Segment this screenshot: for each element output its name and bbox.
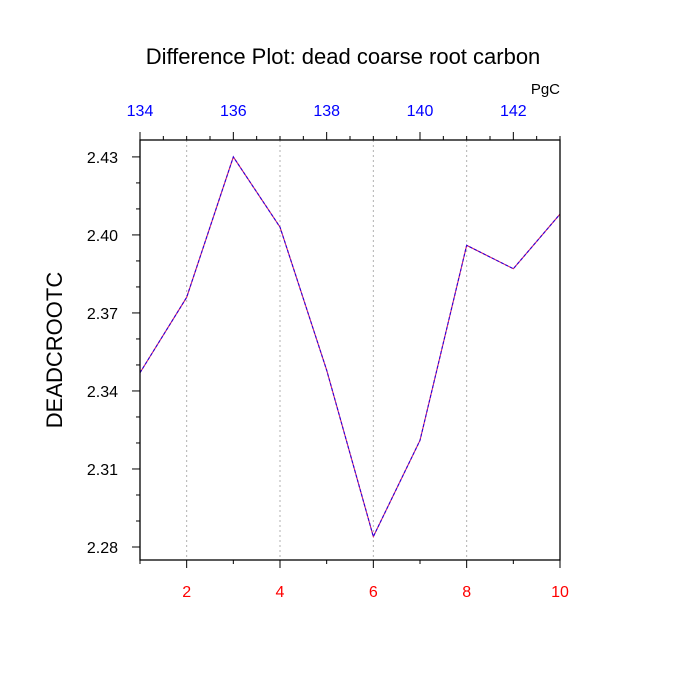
top-tick-label: 134	[127, 103, 154, 120]
plot-frame	[139, 139, 561, 561]
top-tick-label: 142	[500, 103, 527, 120]
x-tick-label: 4	[276, 584, 285, 601]
top-tick-label: 138	[313, 103, 340, 120]
series-layer	[139, 155, 561, 539]
x-tick-label: 6	[369, 584, 378, 601]
x-tick-label: 8	[462, 584, 471, 601]
y-tick-label: 2.43	[87, 150, 118, 167]
tick-labels: 2 4 6 8 10 134 136 138 140 142 2.28 2.31 2.34 2.37 2.4…	[87, 103, 569, 601]
y-tick-label: 2.28	[87, 540, 118, 557]
series-line-shadow	[139, 155, 561, 539]
y-tick-label: 2.37	[87, 306, 118, 323]
top-tick-label: 140	[407, 103, 434, 120]
x-tick-label: 10	[551, 584, 569, 601]
y-tick-label: 2.31	[87, 462, 118, 479]
series-line	[139, 155, 561, 539]
top-axis-units-label: PgC	[531, 81, 560, 98]
chart-title: Difference Plot: dead coarse root carbon	[146, 44, 541, 69]
y-tick-label: 2.34	[87, 384, 118, 401]
grid-lines	[186, 140, 468, 560]
y-tick-label: 2.40	[87, 228, 118, 245]
top-tick-label: 136	[220, 103, 247, 120]
x-tick-label: 2	[182, 584, 191, 601]
axis-ticks	[132, 132, 561, 568]
y-axis-label: DEADCROOTC	[42, 272, 67, 429]
